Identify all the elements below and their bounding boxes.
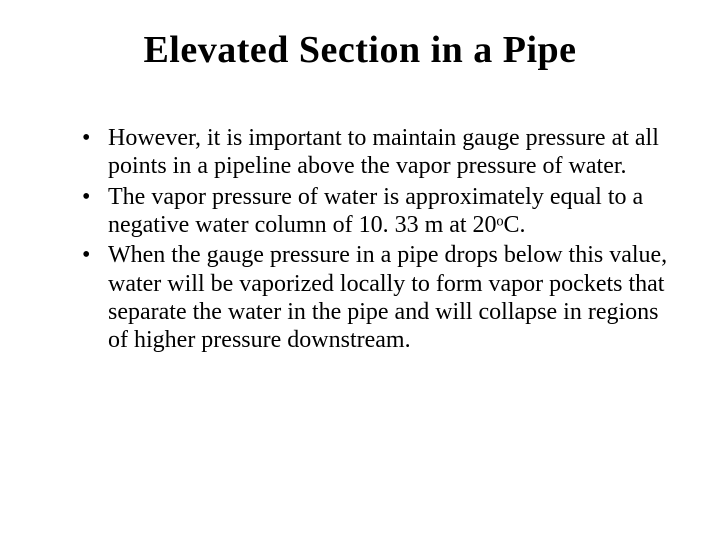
bullet-item: The vapor pressure of water is approxima… xyxy=(90,183,670,240)
bullet-item: However, it is important to maintain gau… xyxy=(90,124,670,181)
bullet-item: When the gauge pressure in a pipe drops … xyxy=(90,241,670,354)
bullet-list: However, it is important to maintain gau… xyxy=(50,124,670,355)
slide-title: Elevated Section in a Pipe xyxy=(50,28,670,72)
